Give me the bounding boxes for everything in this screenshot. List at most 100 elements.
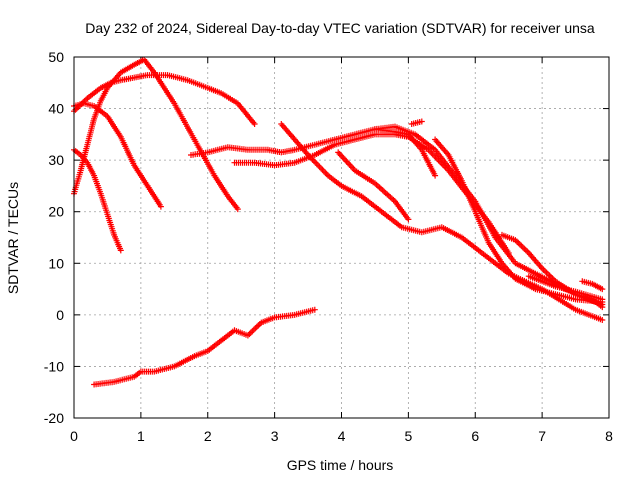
x-tick-label: 4 [338, 428, 346, 444]
data-point [405, 216, 412, 223]
series-markers [394, 124, 417, 137]
series-markers [373, 181, 397, 203]
tick-labels: 0 1 2 3 4 5 6 7 8 -20 -10 0 10 20 30 40 50 [44, 49, 613, 444]
data-point [234, 206, 241, 213]
series-markers [279, 122, 297, 141]
series-markers [71, 169, 84, 195]
plot-area [71, 56, 606, 388]
y-tick-label: 20 [48, 204, 64, 220]
series-markers [132, 369, 143, 379]
series-markers [527, 273, 544, 284]
series-markers [540, 266, 557, 283]
series-markers [193, 348, 209, 359]
series-markers [119, 62, 136, 75]
series-markers [440, 225, 464, 240]
data-point [311, 306, 318, 313]
x-tick-label: 8 [605, 428, 613, 444]
series-markers [360, 194, 383, 214]
series-markers [206, 338, 223, 353]
series-markers [293, 138, 310, 157]
series-markers [446, 153, 464, 182]
series-markers [105, 115, 123, 139]
y-tick-label: 50 [48, 49, 64, 65]
y-axis-label: SDTVAR / TECUs [5, 182, 21, 294]
series-markers [527, 251, 544, 270]
y-tick-label: 40 [48, 101, 64, 117]
series-markers [91, 99, 103, 120]
plot-frame [73, 56, 610, 419]
series-markers [172, 102, 197, 141]
series-markers [112, 233, 123, 252]
data-point [251, 121, 258, 127]
series-markers [500, 261, 517, 281]
data-series-arc-14 [525, 273, 606, 303]
y-tick-label: -10 [44, 358, 64, 374]
data-point [117, 247, 124, 254]
series-markers [212, 174, 230, 198]
series-markers [132, 164, 150, 188]
x-axis-label: GPS time / hours [287, 457, 394, 473]
series-markers [186, 78, 209, 91]
series-markers [459, 179, 478, 213]
series-markers [473, 210, 491, 244]
data-series-arc-11 [408, 118, 425, 127]
series-markers [306, 153, 330, 178]
x-tick-label: 1 [137, 428, 145, 444]
x-tick-label: 2 [204, 428, 212, 444]
series-markers [99, 80, 113, 91]
data-point [432, 172, 439, 179]
series-markers [340, 183, 363, 199]
series-markers [118, 135, 137, 167]
x-tick-label: 6 [471, 428, 479, 444]
series-markers [219, 328, 236, 343]
series-markers [233, 328, 249, 338]
series-markers [514, 261, 537, 276]
series-markers [98, 86, 110, 102]
series-markers [393, 200, 411, 221]
chart-title: Day 232 of 2024, Sidereal Day-to-day VTE… [85, 20, 595, 36]
series-markers [246, 321, 263, 338]
series-markers [591, 281, 604, 292]
y-tick-label: 0 [56, 307, 64, 323]
data-series-arc-15 [579, 278, 606, 293]
series-markers [486, 241, 504, 265]
series-markers [132, 57, 146, 67]
series-markers [513, 238, 531, 255]
series-markers [220, 91, 239, 106]
series-markers [419, 148, 438, 177]
series-markers [72, 96, 89, 113]
series-markers [313, 142, 336, 157]
series-markers [84, 117, 97, 146]
series-markers [574, 307, 604, 323]
series-markers [86, 86, 103, 100]
x-tick-label: 5 [404, 428, 412, 444]
data-point [418, 118, 425, 125]
series-markers [85, 161, 97, 177]
data-series-arc-9 [335, 149, 412, 223]
series-markers [91, 174, 103, 195]
data-point [599, 304, 606, 311]
series-markers [380, 210, 403, 229]
series-markers [72, 148, 82, 157]
series-markers [145, 184, 163, 208]
series-markers [336, 150, 357, 172]
data-series-arc-4 [71, 72, 258, 127]
series-markers [326, 173, 343, 188]
data-point [599, 317, 606, 323]
series-markers [173, 354, 196, 369]
series-markers [353, 168, 377, 186]
series-markers [473, 200, 498, 239]
series-markers [460, 235, 484, 255]
series-markers [433, 148, 457, 177]
series-markers [500, 232, 517, 243]
series-markers [514, 276, 537, 292]
data-point [599, 296, 606, 303]
y-tick-label: -20 [44, 410, 64, 426]
series-markers [206, 85, 223, 96]
series-markers [433, 138, 451, 157]
y-tick-label: 10 [48, 255, 64, 271]
grid [74, 57, 609, 418]
x-tick-label: 0 [70, 428, 78, 444]
